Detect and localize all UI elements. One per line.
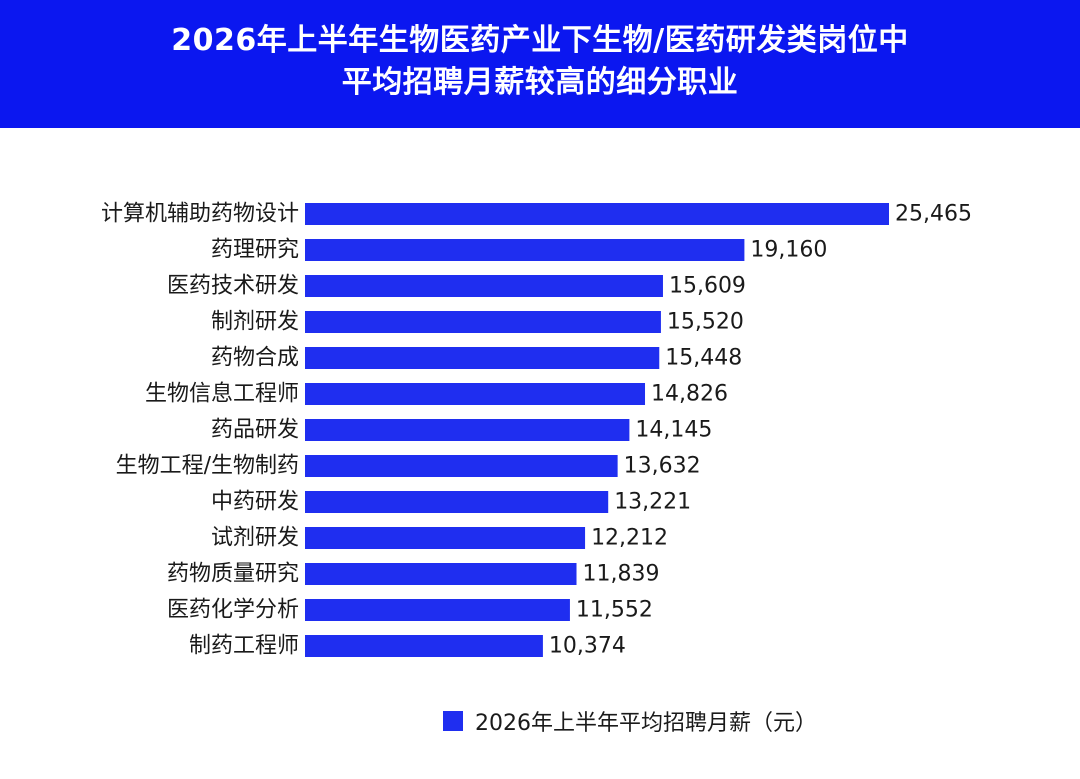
- category-label: 计算机辅助药物设计: [101, 202, 299, 227]
- bar: [305, 527, 586, 549]
- category-label: 生物工程/生物制药: [116, 454, 299, 479]
- bar: [305, 239, 745, 261]
- category-label: 中药研发: [211, 490, 299, 515]
- value-label: 19,160: [750, 238, 827, 263]
- bar: [305, 419, 630, 441]
- value-label: 13,221: [614, 490, 691, 515]
- bar: [305, 311, 661, 333]
- category-label: 生物信息工程师: [145, 382, 299, 407]
- value-label: 11,552: [576, 598, 653, 623]
- value-label: 14,826: [651, 382, 728, 407]
- category-label: 药理研究: [211, 238, 299, 263]
- bar: [305, 383, 646, 405]
- value-label: 15,609: [669, 274, 746, 299]
- chart-legend: 2026年上半年平均招聘月薪（元）: [443, 706, 817, 736]
- category-label: 制剂研发: [211, 310, 299, 335]
- value-label: 13,632: [624, 454, 701, 479]
- category-label: 药物质量研究: [167, 562, 299, 587]
- category-label: 制药工程师: [189, 634, 299, 659]
- legend-label: 2026年上半年平均招聘月薪（元）: [475, 711, 817, 736]
- bar-chart: 计算机辅助药物设计 25,465 药理研究 19,160 医药技术研发 15,609 制剂研…: [101, 202, 972, 659]
- bar: [305, 491, 609, 513]
- bar: [305, 275, 663, 297]
- value-label: 15,520: [667, 310, 744, 335]
- value-label: 25,465: [895, 202, 972, 227]
- bar: [305, 203, 889, 225]
- chart-title-line-1: 2026年上半年生物医药产业下生物/医药研发类岗位中: [171, 23, 909, 58]
- chart-title-banner: 2026年上半年生物医药产业下生物/医药研发类岗位中 平均招聘月薪较高的细分职业: [0, 0, 1080, 128]
- category-label: 试剂研发: [211, 526, 299, 551]
- legend-swatch: [443, 711, 463, 731]
- category-label: 医药技术研发: [167, 274, 299, 299]
- value-label: 14,145: [635, 418, 712, 443]
- category-label: 医药化学分析: [167, 598, 299, 623]
- category-label: 药品研发: [211, 418, 299, 443]
- category-label: 药物合成: [211, 346, 299, 371]
- chart-title-line-2: 平均招聘月薪较高的细分职业: [341, 65, 739, 100]
- bar: [305, 563, 577, 585]
- bar: [305, 599, 570, 621]
- value-label: 12,212: [591, 526, 668, 551]
- bar: [305, 635, 543, 657]
- value-label: 15,448: [665, 346, 742, 371]
- bar: [305, 347, 660, 369]
- chart-area: 计算机辅助药物设计 25,465 药理研究 19,160 医药技术研发 15,609 制剂研…: [0, 128, 1080, 775]
- value-label: 10,374: [549, 634, 626, 659]
- value-label: 11,839: [583, 562, 660, 587]
- bar: [305, 455, 618, 477]
